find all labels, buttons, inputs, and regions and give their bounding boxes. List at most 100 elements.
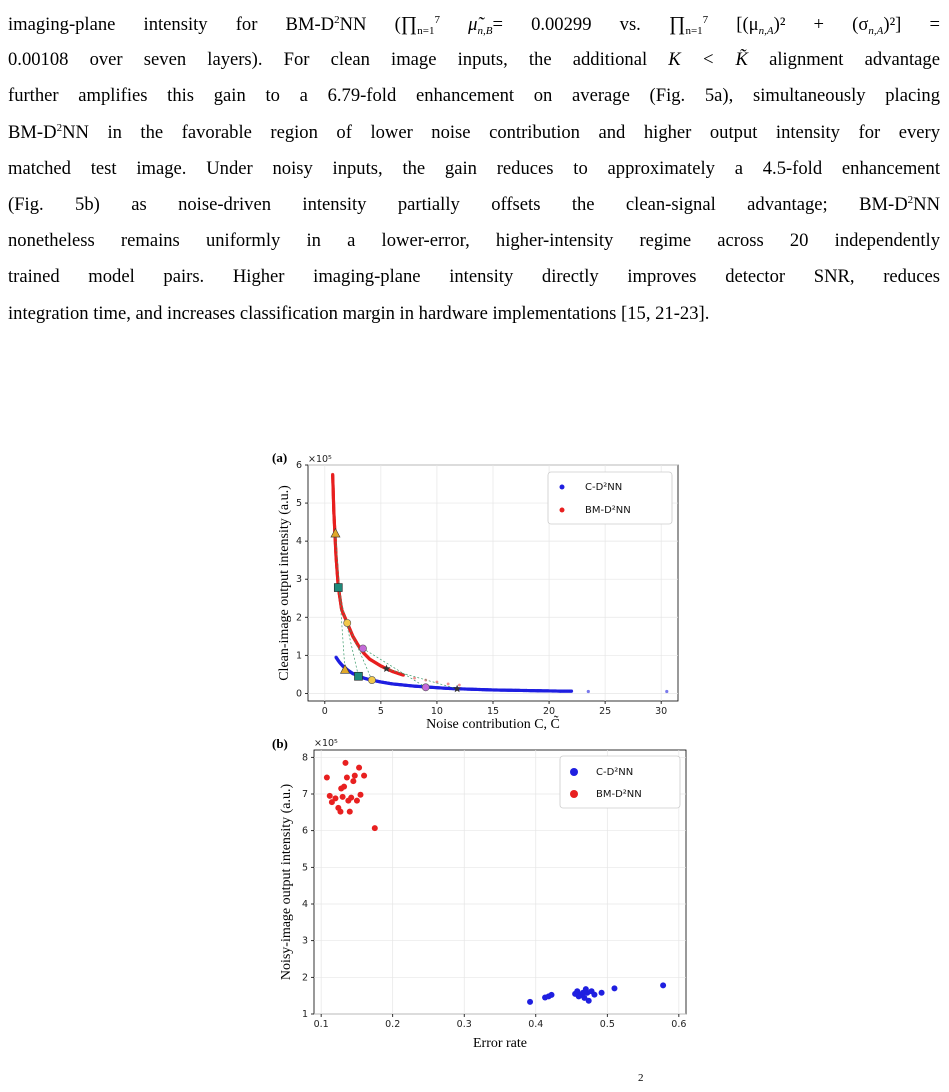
paragraph-line-4: BM-D2NN in the favorable region of lower… <box>8 121 940 143</box>
panel-a-point-bm-d2nn <box>413 676 416 680</box>
panel-a-square-marker <box>354 671 363 681</box>
legend-label-c-d2nn: C-D²NN <box>596 767 633 778</box>
panel-b-point-c-d2nn <box>548 991 555 998</box>
panel-a-pair-connector <box>362 648 426 688</box>
panel-b-ticks: 0.1 0.2 0.3 0.4 0.5 0.6 1 2 3 4 5 6 7 8 <box>302 752 686 1030</box>
panel-a-circle-marker <box>359 644 367 653</box>
panel-b-xtick-label: 0.5 <box>600 1019 615 1030</box>
panel-a-ytick-label: 4 <box>296 536 302 547</box>
panel-a-xtick-label: 30 <box>655 706 667 717</box>
panel-a-star-marker <box>382 664 391 673</box>
panel-a-point-c-d2nn <box>547 689 551 693</box>
panel-a-ytick-label: 3 <box>296 574 302 585</box>
panel-a-point-c-d2nn <box>513 688 518 692</box>
paragraph-line-3: further amplifies this gain to a 6.79-fo… <box>8 85 940 107</box>
panel-a-ylabel: Clean-image output intensity (a.u.) <box>277 485 292 681</box>
panel-a-point-c-d2nn <box>525 688 529 693</box>
panel-a-multiplier: ×10⁵ <box>308 454 332 465</box>
panel-b-xtick-label: 0.4 <box>528 1019 543 1030</box>
panel-a-ytick-label: 5 <box>296 498 302 509</box>
panel-b-point-c-d2nn <box>585 997 592 1004</box>
paragraph-line-1: imaging-plane intensity for BM-D2NN (∏n=… <box>8 13 940 37</box>
panel-b-point-c-d2nn <box>574 988 581 995</box>
paragraph-line-2: 0.00108 over seven layers). For clean im… <box>8 49 940 71</box>
paragraph-line-6: (Fig. 5b) as noise-driven intensity part… <box>8 193 940 215</box>
panel-b-point-bm-d2nn <box>343 774 350 781</box>
panel-b-ytick-label: 8 <box>302 752 308 763</box>
panel-b-point-bm-d2nn <box>356 764 363 771</box>
panel-a-point-bm-d2nn <box>401 673 405 677</box>
panel-b-point-bm-d2nn <box>357 791 364 798</box>
panel-b-point-bm-d2nn <box>346 808 353 815</box>
panel-b-ytick-label: 5 <box>302 862 308 873</box>
panel-a-square-marker <box>333 583 343 592</box>
paragraph-line-9: integration time, and increases classifi… <box>8 302 710 324</box>
panel-b-xtick-label: 0.6 <box>671 1019 686 1030</box>
panel-b-label: (b) <box>272 736 288 751</box>
legend-label-bm-d2nn: BM-D²NN <box>585 505 631 516</box>
panel-a-xtick-label: 0 <box>322 706 328 717</box>
panel-b-point-c-d2nn <box>611 985 618 992</box>
panel-b-ytick-label: 2 <box>302 972 308 983</box>
legend-marker-bm-d2nn <box>570 790 578 798</box>
figure-5: (a) ×10⁵ 0 5 10 15 20 25 30 0 1 2 3 4 5 6 C-D²NN BM-D… <box>262 448 692 1063</box>
panel-a-xtick-label: 5 <box>378 706 384 717</box>
caption-fragment: 2 <box>638 1072 644 1084</box>
panel-a-legend-box <box>547 471 673 525</box>
panel-a-pair-connector <box>335 533 346 670</box>
panel-b-grid <box>314 750 686 1015</box>
panel-a-xtick-label: 10 <box>431 706 443 717</box>
panel-b-ytick-label: 4 <box>302 899 308 910</box>
legend-label-c-d2nn: C-D²NN <box>585 482 622 493</box>
panel-b-ytick-label: 3 <box>302 936 308 947</box>
panel-a-xtick-label: 15 <box>487 706 499 717</box>
panel-b-multiplier: ×10⁵ <box>314 738 338 749</box>
panel-b-point-c-d2nn <box>598 989 605 996</box>
panel-a-star-marker <box>453 684 462 693</box>
panel-b-point-bm-d2nn <box>326 792 333 799</box>
panel-a-points <box>331 472 669 694</box>
panel-a-legend: C-D²NN BM-D²NN <box>547 471 673 525</box>
panel-b-ytick-label: 1 <box>302 1009 308 1020</box>
legend-marker-bm-d2nn <box>559 507 565 513</box>
panel-a-pair-connector <box>337 587 359 677</box>
panel-b-point-bm-d2nn <box>332 795 339 802</box>
panel-a-point-bm-d2nn <box>390 669 394 673</box>
panel-a-pair-connector <box>386 668 458 690</box>
legend-marker-c-d2nn <box>570 768 578 776</box>
panel-a-ytick-label: 2 <box>296 612 302 623</box>
panel-b-point-c-d2nn <box>527 998 534 1005</box>
panel-b-point-c-d2nn <box>660 982 667 989</box>
panel-a-point-c-d2nn <box>586 689 590 694</box>
panel-b-point-c-d2nn <box>591 991 598 998</box>
panel-b-xtick-label: 0.2 <box>385 1019 400 1030</box>
panel-a-annotations <box>330 527 462 693</box>
panel-b-point-bm-d2nn <box>350 778 357 785</box>
panel-a-triangle-marker <box>330 527 341 538</box>
panel-b-ytick-label: 7 <box>302 789 308 800</box>
panel-b-point-bm-d2nn <box>342 759 349 766</box>
panel-b-point-bm-d2nn <box>328 799 335 806</box>
panel-a-xlabel: Noise contribution C, C̃ <box>426 715 560 732</box>
panel-b-legend-box <box>559 755 681 809</box>
panel-b-ylabel: Noisy-image output intensity (a.u.) <box>279 783 294 980</box>
panel-b-xlabel: Error rate <box>473 1036 527 1051</box>
panel-b-point-bm-d2nn <box>341 783 348 790</box>
panel-b-point-bm-d2nn <box>353 797 360 804</box>
panel-a-ytick-label: 0 <box>296 688 302 699</box>
body-paragraph: imaging-plane intensity for BM-D2NN (∏n=… <box>8 6 940 332</box>
panel-b-point-bm-d2nn <box>323 774 330 781</box>
panel-b-point-bm-d2nn <box>371 825 378 832</box>
panel-b-points <box>323 759 667 1005</box>
panel-a-ytick-label: 6 <box>296 460 302 471</box>
legend-marker-c-d2nn <box>559 484 565 490</box>
panel-b-point-bm-d2nn <box>361 772 368 779</box>
panel-b-point-bm-d2nn <box>351 772 358 779</box>
paragraph-line-7: nonetheless remains uniformly in a lower… <box>8 230 940 252</box>
panel-a-point-bm-d2nn <box>446 682 450 686</box>
panel-a-ticks: 0 5 10 15 20 25 30 0 1 2 3 4 5 6 <box>296 460 667 717</box>
panel-a-point-bm-d2nn <box>457 683 461 687</box>
panel-a-point-c-d2nn <box>665 689 669 694</box>
panel-a-grid <box>308 464 678 701</box>
